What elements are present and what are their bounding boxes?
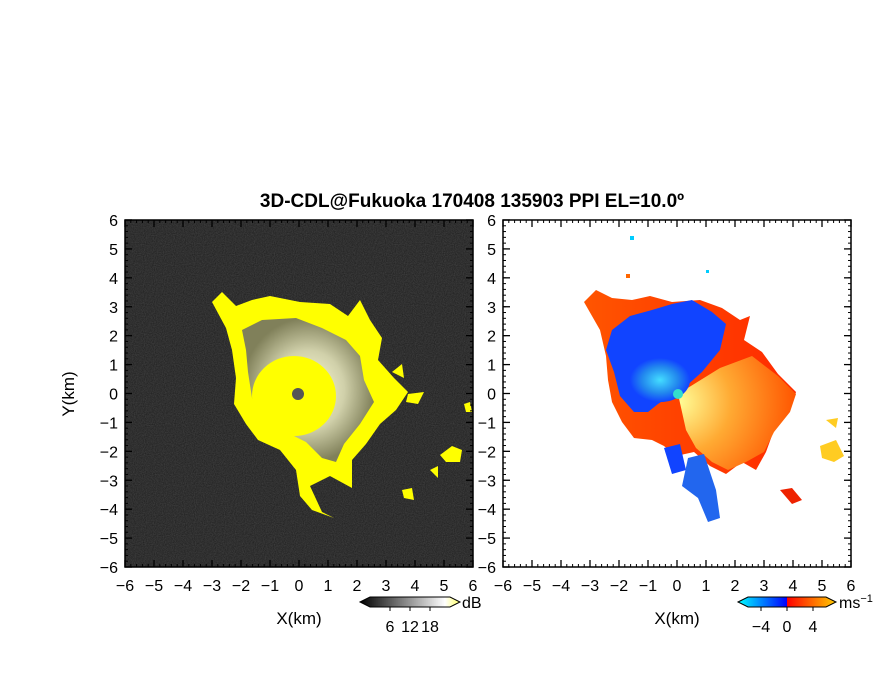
snr-colorbar-unit: dB xyxy=(462,595,482,612)
velocity-colorbar-ticks: −4 0 4 xyxy=(752,607,818,636)
velocity-y-tick-label: 0 xyxy=(487,387,496,404)
chart-title: 3D-CDL@Fukuoka 170408 135903 PPI EL=10.0… xyxy=(260,191,684,212)
snr-x-tick-label: −2 xyxy=(232,578,250,595)
velocity-x-tick-label: −6 xyxy=(494,578,512,595)
snr-x-tick-label: 1 xyxy=(324,578,333,595)
velocity-y-tick-label: 4 xyxy=(487,271,496,288)
snr-y-tick-label: 2 xyxy=(109,329,118,346)
snr-y-tick-label: 6 xyxy=(109,213,118,230)
velocity-x-tick-label: −1 xyxy=(639,578,657,595)
snr-y-tick-label: 0 xyxy=(109,387,118,404)
velocity-y-tick-label: −1 xyxy=(478,415,496,432)
velocity-colorbar-unit-base: ms xyxy=(839,595,860,612)
snr-y-tick-label: −4 xyxy=(100,502,118,519)
velocity-axes: −6 −5 −4 −3 −2 −1 0 1 2 3 4 5 6 −6 −5 −4 −3 −2 −1 0 1 2 3 4 5 6 xyxy=(478,213,856,595)
snr-y-tick-label: 1 xyxy=(109,358,118,375)
velocity-colorbar-tick-label: −4 xyxy=(752,619,770,636)
velocity-y-tick-label: 5 xyxy=(487,242,496,259)
velocity-x-tick-label: −3 xyxy=(581,578,599,595)
snr-x-tick-label: −6 xyxy=(116,578,134,595)
velocity-colorbar: −4 0 4 ms−1 xyxy=(736,593,873,636)
snr-y-tick-label: −6 xyxy=(100,560,118,577)
snr-axes: −6 −5 −4 −3 −2 −1 0 1 2 3 4 5 6 −6 −5 −4 −3 −2 −1 0 1 2 3 4 5 6 xyxy=(100,213,478,595)
velocity-colorbar-tick-label: 4 xyxy=(809,619,818,636)
velocity-y-tick-label: −5 xyxy=(478,531,496,548)
snr-y-tick-label: −1 xyxy=(100,415,118,432)
snr-y-tick-label: 4 xyxy=(109,271,118,288)
snr-x-tick-label: 5 xyxy=(440,578,449,595)
velocity-colorbar-tick-label: 0 xyxy=(783,619,792,636)
velocity-y-tick-label: −4 xyxy=(478,502,496,519)
velocity-colorbar-unit: ms−1 xyxy=(839,593,873,612)
velocity-x-tick-label: 4 xyxy=(789,578,798,595)
snr-x-tick-label: −3 xyxy=(203,578,221,595)
snr-y-tick-label: −3 xyxy=(100,473,118,490)
snr-x-tick-label: 0 xyxy=(295,578,304,595)
snr-panel: −6 −5 −4 −3 −2 −1 0 1 2 3 4 5 6 −6 −5 −4 −3 −2 −1 0 1 2 3 4 5 6 X… xyxy=(59,213,478,628)
snr-colorbar-ticks: 6 12 18 xyxy=(386,607,439,636)
snr-y-tick-label: 3 xyxy=(109,300,118,317)
velocity-panel: −6 −5 −4 −3 −2 −1 0 1 2 3 4 5 6 −6 −5 −4 −3 −2 −1 0 1 2 3 4 5 6 X… xyxy=(478,213,856,628)
snr-x-tick-label: −1 xyxy=(261,578,279,595)
velocity-y-tick-label: 2 xyxy=(487,329,496,346)
velocity-x-tick-label: 5 xyxy=(818,578,827,595)
velocity-x-label: X(km) xyxy=(654,609,699,628)
snr-colorbar: 6 12 18 dB xyxy=(358,595,482,636)
snr-x-tick-label: 4 xyxy=(411,578,420,595)
snr-y-label: Y(km) xyxy=(59,371,78,416)
snr-colorbar-tick-label: 18 xyxy=(421,619,439,636)
velocity-y-tick-label: 3 xyxy=(487,300,496,317)
snr-x-tick-label: 3 xyxy=(382,578,391,595)
velocity-y-tick-label: −2 xyxy=(478,444,496,461)
velocity-colorbar-unit-exponent: −1 xyxy=(860,593,873,605)
velocity-echo xyxy=(584,236,844,522)
velocity-x-tick-label: 6 xyxy=(847,578,856,595)
snr-colorbar-tick-label: 6 xyxy=(386,619,395,636)
velocity-x-tick-label: −5 xyxy=(523,578,541,595)
snr-colorbar-tick-label: 12 xyxy=(401,619,419,636)
snr-echo xyxy=(212,292,472,518)
snr-x-tick-label: −4 xyxy=(174,578,192,595)
velocity-y-tick-label: −3 xyxy=(478,473,496,490)
snr-x-tick-label: −5 xyxy=(145,578,163,595)
snr-x-tick-label: 6 xyxy=(469,578,478,595)
velocity-x-tick-label: 3 xyxy=(760,578,769,595)
velocity-x-tick-label: 0 xyxy=(673,578,682,595)
snr-y-tick-label: −2 xyxy=(100,444,118,461)
velocity-x-tick-label: 1 xyxy=(702,578,711,595)
velocity-x-tick-label: −2 xyxy=(610,578,628,595)
velocity-y-tick-label: 6 xyxy=(487,213,496,230)
velocity-x-tick-label: 2 xyxy=(731,578,740,595)
snr-y-tick-label: 5 xyxy=(109,242,118,259)
snr-x-label: X(km) xyxy=(276,609,321,628)
velocity-colorbar-bar xyxy=(736,596,838,608)
snr-y-tick-label: −5 xyxy=(100,531,118,548)
velocity-y-tick-label: −6 xyxy=(478,560,496,577)
snr-colorbar-bar xyxy=(358,596,462,608)
velocity-y-tick-label: 1 xyxy=(487,358,496,375)
snr-x-tick-label: 2 xyxy=(353,578,362,595)
velocity-x-tick-label: −4 xyxy=(552,578,570,595)
